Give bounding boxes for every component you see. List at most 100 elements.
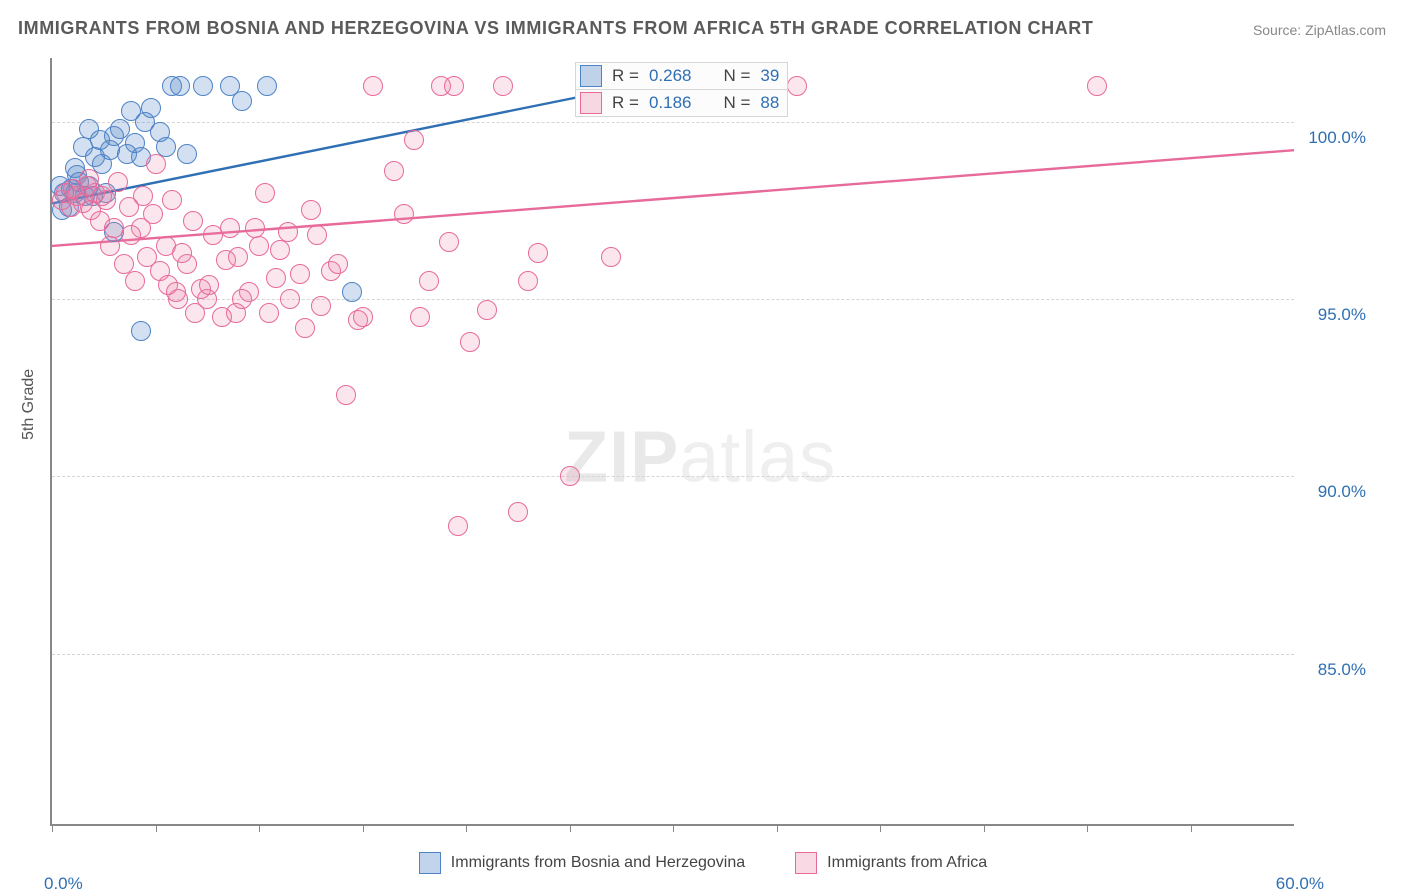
data-point — [328, 254, 348, 274]
data-point — [560, 466, 580, 486]
watermark: ZIPatlas — [564, 416, 836, 498]
data-point — [266, 268, 286, 288]
data-point — [278, 222, 298, 242]
y-tick-label: 85.0% — [1318, 660, 1366, 680]
data-point — [131, 321, 151, 341]
source-label: Source: ZipAtlas.com — [1253, 22, 1386, 38]
chart-title: IMMIGRANTS FROM BOSNIA AND HERZEGOVINA V… — [18, 18, 1094, 39]
y-tick-label: 100.0% — [1308, 128, 1366, 148]
x-tick — [1191, 824, 1192, 832]
gridline — [52, 476, 1294, 477]
y-axis-tick-labels: 85.0% 90.0% 95.0% 100.0% — [1306, 58, 1366, 824]
data-point — [270, 240, 290, 260]
data-point — [493, 76, 513, 96]
stat-n-label: N = — [723, 66, 750, 86]
data-point — [141, 98, 161, 118]
data-point — [477, 300, 497, 320]
data-point — [528, 243, 548, 263]
stat-n-label: N = — [723, 93, 750, 113]
data-point — [108, 172, 128, 192]
data-point — [787, 76, 807, 96]
swatch-icon — [580, 92, 602, 114]
scatter-plot: ZIPatlas — [50, 58, 1294, 826]
x-tick — [363, 824, 364, 832]
data-point — [193, 76, 213, 96]
data-point — [342, 282, 362, 302]
data-point — [280, 289, 300, 309]
legend-label: Immigrants from Bosnia and Herzegovina — [451, 854, 745, 872]
y-tick-label: 95.0% — [1318, 305, 1366, 325]
data-point — [162, 190, 182, 210]
legend-item-africa: Immigrants from Africa — [795, 852, 987, 874]
data-point — [394, 204, 414, 224]
data-point — [220, 218, 240, 238]
x-tick — [570, 824, 571, 832]
data-point — [307, 225, 327, 245]
x-tick — [466, 824, 467, 832]
data-point — [444, 76, 464, 96]
data-point — [121, 225, 141, 245]
data-point — [166, 282, 186, 302]
swatch-icon — [795, 852, 817, 874]
data-point — [125, 271, 145, 291]
legend-item-bosnia: Immigrants from Bosnia and Herzegovina — [419, 852, 745, 874]
stat-r-value: 0.186 — [649, 93, 692, 113]
data-point — [143, 204, 163, 224]
data-point — [100, 236, 120, 256]
x-tick — [777, 824, 778, 832]
data-point — [363, 76, 383, 96]
data-point — [353, 307, 373, 327]
data-point — [290, 264, 310, 284]
data-point — [336, 385, 356, 405]
data-point — [508, 502, 528, 522]
x-tick — [259, 824, 260, 832]
data-point — [257, 76, 277, 96]
x-tick — [156, 824, 157, 832]
x-tick — [1087, 824, 1088, 832]
data-point — [439, 232, 459, 252]
data-point — [232, 91, 252, 111]
data-point — [295, 318, 315, 338]
trendlines — [52, 58, 1294, 824]
y-tick-label: 90.0% — [1318, 482, 1366, 502]
data-point — [410, 307, 430, 327]
data-point — [226, 303, 246, 323]
data-point — [183, 211, 203, 231]
data-point — [92, 186, 112, 206]
correlation-stats-box: R = 0.268 N = 39 R = 0.186 N = 88 — [575, 62, 788, 117]
data-point — [245, 218, 265, 238]
legend-label: Immigrants from Africa — [827, 854, 987, 872]
data-point — [311, 296, 331, 316]
data-point — [216, 250, 236, 270]
data-point — [448, 516, 468, 536]
series-legend: Immigrants from Bosnia and Herzegovina I… — [0, 852, 1406, 874]
stat-r-value: 0.268 — [649, 66, 692, 86]
x-tick — [52, 824, 53, 832]
data-point — [301, 200, 321, 220]
stat-n-value: 88 — [760, 93, 779, 113]
data-point — [177, 144, 197, 164]
data-point — [601, 247, 621, 267]
data-point — [249, 236, 269, 256]
stat-n-value: 39 — [760, 66, 779, 86]
data-point — [404, 130, 424, 150]
data-point — [114, 254, 134, 274]
data-point — [199, 275, 219, 295]
data-point — [419, 271, 439, 291]
data-point — [156, 137, 176, 157]
data-point — [146, 154, 166, 174]
x-tick — [880, 824, 881, 832]
gridline — [52, 122, 1294, 123]
data-point — [255, 183, 275, 203]
data-point — [518, 271, 538, 291]
data-point — [259, 303, 279, 323]
stat-r-label: R = — [612, 93, 639, 113]
y-axis-label: 5th Grade — [20, 369, 38, 440]
stats-row: R = 0.186 N = 88 — [576, 90, 787, 116]
watermark-light: atlas — [679, 417, 836, 497]
x-tick — [673, 824, 674, 832]
stat-r-label: R = — [612, 66, 639, 86]
data-point — [170, 76, 190, 96]
data-point — [384, 161, 404, 181]
swatch-icon — [580, 65, 602, 87]
